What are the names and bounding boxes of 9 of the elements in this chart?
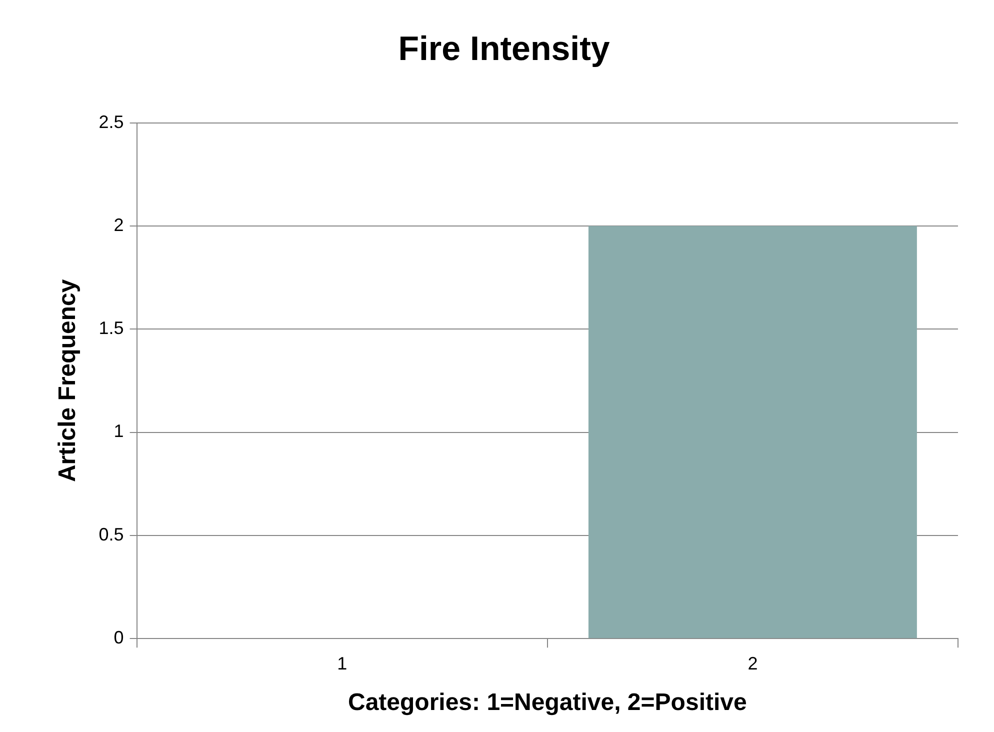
chart-title: Fire Intensity [398, 30, 610, 68]
y-tick-label: 1.5 [98, 318, 124, 338]
y-tick-label: 0.5 [98, 524, 124, 544]
y-tick-label: 1 [114, 421, 124, 442]
y-tick-label: 2 [114, 214, 124, 235]
y-tick-label: 0 [114, 628, 124, 648]
x-axis-title: Categories: 1=Negative, 2=Positive [348, 689, 747, 716]
y-tick-label: 2.5 [98, 112, 124, 132]
y-axis-title: Article Frequency [54, 278, 82, 482]
